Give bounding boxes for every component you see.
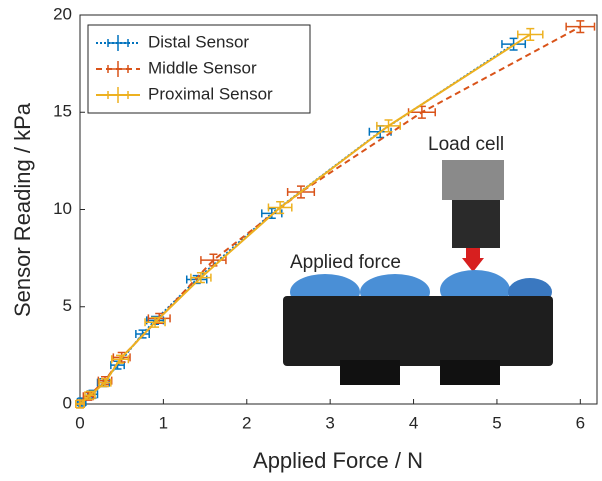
x-tick-label: 4 (409, 413, 418, 432)
x-tick-label: 2 (242, 413, 251, 432)
y-error-bar (101, 377, 110, 388)
y-error-bar (151, 316, 160, 328)
x-tick-label: 1 (159, 413, 168, 432)
y-error-bar (276, 200, 285, 215)
foot (340, 360, 400, 385)
x-axis-label: Applied Force / N (253, 448, 423, 473)
inset-photo (283, 160, 553, 385)
y-error-bar (576, 20, 585, 34)
y-axis-label: Sensor Reading / kPa (10, 102, 35, 317)
x-tick-label: 3 (325, 413, 334, 432)
series-line (79, 25, 581, 405)
y-error-bar (116, 354, 125, 364)
load-cell-mount (452, 200, 500, 248)
y-error-bar (196, 271, 205, 284)
legend-errorbar (107, 61, 129, 77)
legend: Distal Sensor Middle Sensor Proximal Senso… (87, 24, 311, 114)
y-tick-label: 10 (53, 199, 72, 218)
y-error-bar (384, 119, 393, 133)
y-error-bar (86, 390, 95, 400)
legend-label: Distal Sensor (148, 32, 249, 51)
y-error-bar (76, 399, 84, 409)
x-tick-label: 6 (576, 413, 585, 432)
load-cell-body (442, 160, 504, 200)
base (283, 296, 553, 366)
legend-errorbar (107, 87, 129, 103)
legend-errorbar (107, 35, 129, 51)
force-arrow-head (462, 258, 484, 272)
foot (440, 360, 500, 385)
legend-label: Middle Sensor (148, 58, 257, 77)
y-tick-label: 5 (63, 296, 72, 315)
y-error-bar (526, 27, 535, 42)
legend-label: Proximal Sensor (148, 84, 273, 103)
annotation: Load cell (428, 134, 504, 155)
x-tick-label: 0 (75, 413, 84, 432)
y-tick-label: 0 (63, 393, 72, 412)
annotation: Applied force (290, 252, 401, 273)
y-tick-label: 15 (53, 102, 72, 121)
force-arrow (466, 248, 480, 258)
y-tick-label: 20 (53, 4, 72, 23)
x-tick-label: 5 (492, 413, 501, 432)
